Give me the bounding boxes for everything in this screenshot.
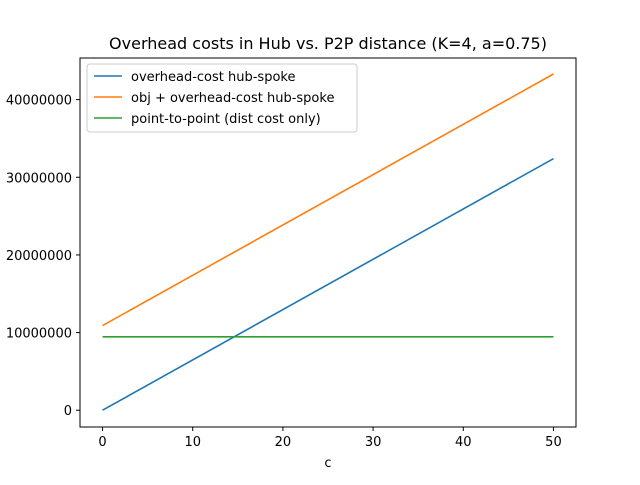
x-axis-label: c — [324, 456, 331, 471]
y-tick-label: 30000000 — [6, 171, 72, 186]
chart-title: Overhead costs in Hub vs. P2P distance (… — [109, 34, 547, 53]
x-tick-label: 30 — [365, 435, 382, 450]
y-tick-label: 20000000 — [6, 249, 72, 264]
legend-label-0: overhead-cost hub-spoke — [131, 70, 295, 85]
x-tick-label: 40 — [455, 435, 472, 450]
series-line-0 — [102, 157, 554, 411]
plot-frame — [79, 57, 577, 428]
legend-label-2: point-to-point (dist cost only) — [131, 112, 321, 127]
legend-label-1: obj + overhead-cost hub-spoke — [131, 91, 334, 106]
x-tick-label: 0 — [98, 435, 106, 450]
series-line-1 — [102, 73, 554, 327]
y-axis-ticks: 0 10000000 20000000 30000000 40000000 — [6, 94, 80, 419]
x-axis-ticks: 0 10 20 30 40 50 — [98, 427, 562, 450]
legend: overhead-cost hub-spoke obj + overhead-co… — [86, 63, 358, 133]
y-tick-label: 10000000 — [6, 327, 72, 342]
legend-box — [86, 63, 358, 133]
plot-lines — [102, 73, 554, 411]
x-tick-label: 10 — [184, 435, 201, 450]
x-tick-label: 50 — [545, 435, 562, 450]
y-tick-label: 40000000 — [6, 94, 72, 109]
x-tick-label: 20 — [275, 435, 292, 450]
y-tick-label: 0 — [64, 404, 72, 419]
